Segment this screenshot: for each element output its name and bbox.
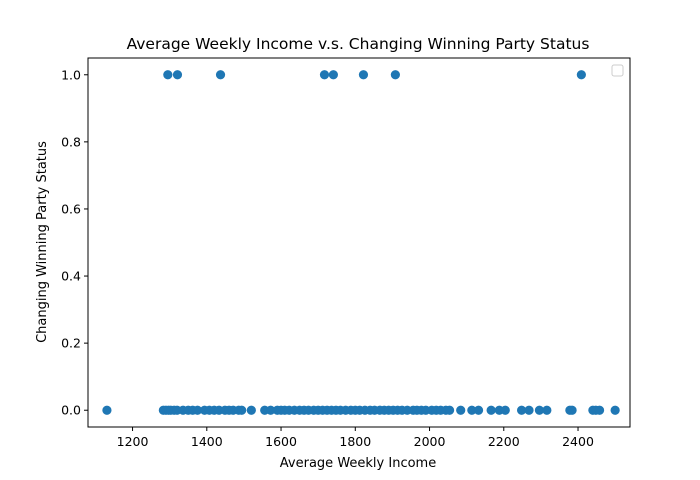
data-point [237,405,247,415]
x-axis-ticks: 1200 1400 1600 1800 2000 2200 2400 [117,427,594,449]
data-point [500,405,510,415]
y-tick-label: 1.0 [61,67,81,82]
x-tick-label: 2000 [414,434,446,449]
plot-area [88,58,630,427]
data-point [534,405,545,415]
y-tick-label: 0.0 [61,403,81,418]
x-tick-label: 1200 [117,434,149,449]
data-point [517,405,527,415]
data-point [467,405,477,415]
data-point [567,405,577,415]
data-point [102,405,112,415]
data-point [246,405,256,415]
data-point [390,70,400,80]
legend-box [611,64,624,77]
data-points [102,70,620,415]
data-point [444,405,455,415]
x-axis-label: Average Weekly Income [280,456,436,471]
chart-title: Average Weekly Income v.s. Changing Winn… [127,35,590,53]
x-tick-label: 2400 [562,434,594,449]
data-point [172,70,183,80]
data-point [266,405,276,415]
y-tick-label: 0.4 [61,269,81,284]
data-point [215,70,226,80]
data-point [486,405,496,415]
data-point [524,405,534,415]
x-tick-label: 1400 [191,434,223,449]
x-tick-label: 2200 [488,434,520,449]
data-point [328,70,338,80]
x-tick-label: 1600 [265,434,297,449]
data-point [358,70,369,80]
x-tick-label: 1800 [339,434,371,449]
y-tick-label: 0.8 [61,134,81,149]
data-point [473,405,484,415]
y-tick-label: 0.2 [61,336,81,351]
data-point [319,70,330,80]
data-point [456,405,466,415]
y-axis-ticks: 0.0 0.2 0.4 0.6 0.8 1.0 [61,67,88,418]
plot-frame [87,57,631,428]
y-axis-label: Changing Winning Party Status [35,141,50,343]
data-point [163,70,173,80]
data-point [576,70,586,80]
data-point [594,405,605,415]
data-point [610,405,620,415]
y-tick-label: 0.6 [61,201,81,216]
data-point [542,405,552,415]
data-point [192,405,203,415]
